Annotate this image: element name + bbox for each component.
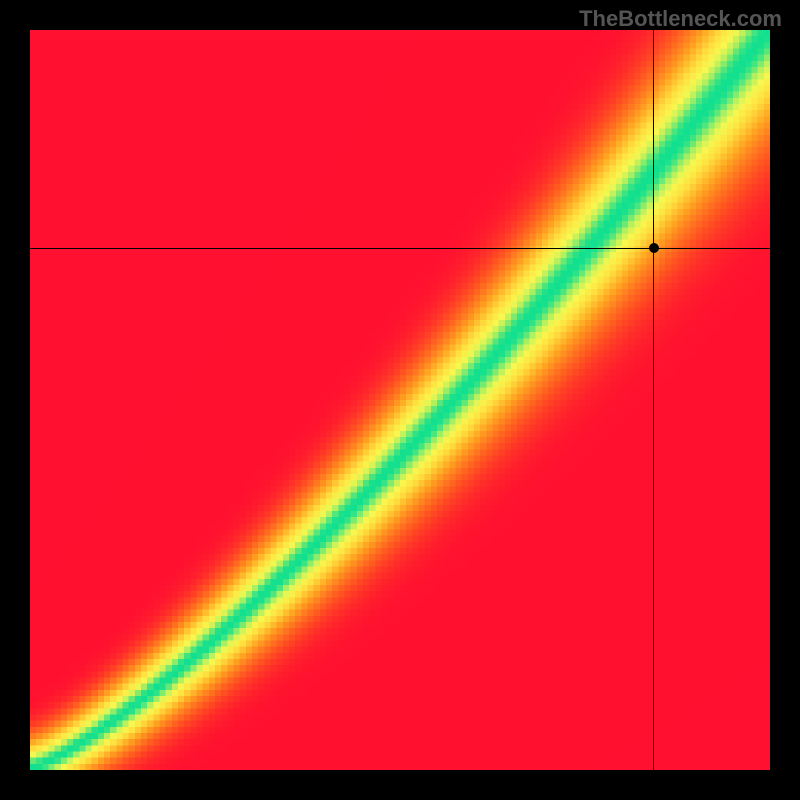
- crosshair-vertical: [653, 30, 654, 770]
- operating-point-marker: [649, 243, 659, 253]
- bottleneck-heatmap: [30, 30, 770, 770]
- watermark-text: TheBottleneck.com: [579, 6, 782, 32]
- chart-container: { "watermark": { "text": "TheBottleneck.…: [0, 0, 800, 800]
- crosshair-horizontal: [30, 248, 770, 249]
